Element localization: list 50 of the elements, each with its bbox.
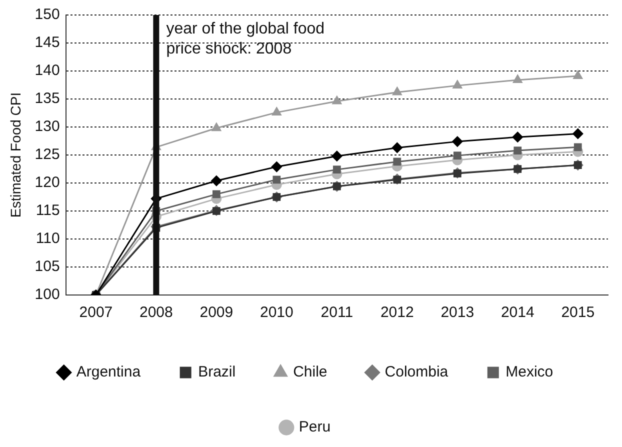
point: [272, 107, 282, 116]
x-tick-label: 2015: [561, 304, 595, 322]
point: [272, 176, 281, 184]
legend-label: Colombia: [384, 364, 449, 381]
point: [332, 166, 341, 174]
x-tick-label: 2013: [440, 304, 474, 322]
point: [392, 87, 402, 96]
point: [453, 170, 462, 178]
y-tick-label: 130: [34, 118, 60, 136]
point: [392, 142, 402, 153]
y-tick-label: 120: [34, 174, 60, 192]
y-tick-label: 140: [34, 62, 60, 80]
point: [452, 136, 463, 147]
point: [271, 162, 282, 172]
y-tick-label: 115: [36, 202, 60, 220]
point: [574, 143, 582, 152]
point: [211, 176, 222, 186]
x-tick-label: 2007: [79, 304, 113, 322]
point: [452, 80, 462, 89]
y-tick-label: 110: [36, 230, 60, 248]
x-tick-label: 2010: [260, 304, 294, 322]
y-tick-label: 105: [34, 258, 60, 276]
point: [332, 96, 342, 104]
x-tick-label: 2012: [380, 304, 414, 322]
point: [332, 150, 342, 162]
point: [572, 128, 584, 139]
y-tick-label: 150: [34, 6, 60, 24]
point: [212, 190, 220, 198]
point: [393, 158, 402, 166]
point: [453, 152, 462, 160]
x-tick-label: 2011: [320, 304, 354, 322]
point: [512, 74, 522, 83]
x-tick-label: 2014: [500, 304, 534, 322]
legend-label: Argentina: [76, 364, 142, 381]
legend-label: Chile: [293, 364, 328, 381]
x-tick-label: 2008: [140, 304, 173, 322]
legend-label: Mexico: [506, 364, 554, 381]
y-tick-label: 135: [34, 90, 60, 108]
legend-label: Brazil: [198, 364, 236, 381]
point: [512, 132, 523, 142]
x-tick-label: 2009: [200, 304, 234, 322]
y-tick-label: 145: [34, 34, 60, 52]
point: [514, 146, 522, 154]
legend-label: Peru: [298, 418, 331, 436]
point: [573, 70, 583, 80]
y-axis-title: Estimated Food CPI: [7, 92, 24, 218]
point: [212, 122, 222, 132]
y-tick-label: 125: [34, 146, 60, 164]
ref-line-label: year of the global food price shock: 2008: [166, 20, 325, 58]
y-tick-label: 100: [34, 286, 60, 304]
